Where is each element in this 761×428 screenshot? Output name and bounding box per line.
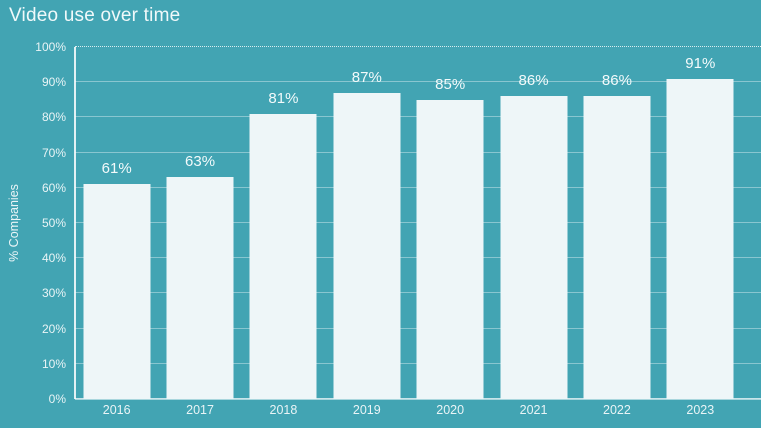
- x-axis-labels: 2016 2017 2018 2019 2020 2021 2022 2023: [75, 403, 742, 417]
- bar-2021: [500, 96, 568, 399]
- bar-slot-2017: 63%: [158, 47, 241, 399]
- x-tick-label-2018: 2018: [269, 403, 298, 417]
- x-tick-label-2016: 2016: [102, 403, 131, 417]
- y-tick-label-60%: 60%: [41, 180, 66, 195]
- bar-slot-2023: 91%: [659, 47, 742, 399]
- bar-2019: [333, 92, 401, 399]
- y-tick-label-90%: 90%: [41, 75, 66, 90]
- bar-2023: [666, 78, 734, 399]
- gridline-90%: [75, 81, 761, 83]
- bar-2018: [249, 113, 317, 399]
- bar-value-label-2018: 81%: [268, 89, 299, 107]
- y-tick-label-70%: 70%: [41, 145, 66, 160]
- bar-2020: [416, 99, 484, 399]
- y-axis-line: [74, 47, 76, 399]
- x-tick-label-2020: 2020: [436, 403, 465, 417]
- y-tick-label-30%: 30%: [41, 286, 66, 301]
- bar-value-label-2023: 91%: [685, 54, 716, 72]
- bar-2022: [583, 96, 651, 399]
- bar-value-label-2021: 86%: [518, 72, 549, 90]
- bar-value-label-2019: 87%: [351, 68, 382, 86]
- y-tick-label-80%: 80%: [41, 110, 66, 125]
- bar-2016: [83, 184, 151, 399]
- bar-value-label-2020: 85%: [435, 75, 466, 93]
- plot-area: 61% 63% 81% 87% 85% 86% 86% 91%: [74, 46, 761, 400]
- y-tick-label-50%: 50%: [41, 216, 66, 230]
- bar-slot-2021: 86%: [492, 47, 575, 399]
- y-tick-label-20%: 20%: [41, 321, 66, 336]
- y-tick-label-0%: 0%: [48, 392, 66, 406]
- bar-2017: [166, 177, 234, 399]
- bar-value-label-2017: 63%: [185, 153, 216, 171]
- bar-slot-2019: 87%: [325, 47, 408, 399]
- x-tick-label-2023: 2023: [686, 403, 715, 417]
- bar-slot-2016: 61%: [75, 47, 158, 399]
- bar-slot-2020: 85%: [409, 47, 492, 399]
- bar-slot-2022: 86%: [575, 47, 658, 399]
- bar-value-label-2016: 61%: [101, 160, 132, 178]
- x-tick-label-2019: 2019: [352, 403, 381, 417]
- bars-group: 61% 63% 81% 87% 85% 86% 86% 91%: [75, 47, 742, 399]
- y-tick-label-100%: 100%: [35, 40, 66, 54]
- chart-title: Video use over time: [9, 5, 181, 26]
- x-tick-label-2022: 2022: [603, 403, 631, 417]
- y-axis-tick-labels: 0% 10% 20% 30% 40% 50% 60% 70% 80% 90% 100%: [0, 40, 66, 406]
- y-tick-label-10%: 10%: [41, 356, 66, 371]
- y-tick-label-40%: 40%: [41, 251, 66, 266]
- x-tick-label-2021: 2021: [519, 403, 548, 417]
- x-tick-label-2017: 2017: [186, 403, 214, 417]
- bar-value-label-2022: 86%: [601, 72, 632, 90]
- gridline-100%: [75, 46, 761, 47]
- x-axis-line: [75, 398, 761, 400]
- bar-slot-2018: 81%: [242, 47, 325, 399]
